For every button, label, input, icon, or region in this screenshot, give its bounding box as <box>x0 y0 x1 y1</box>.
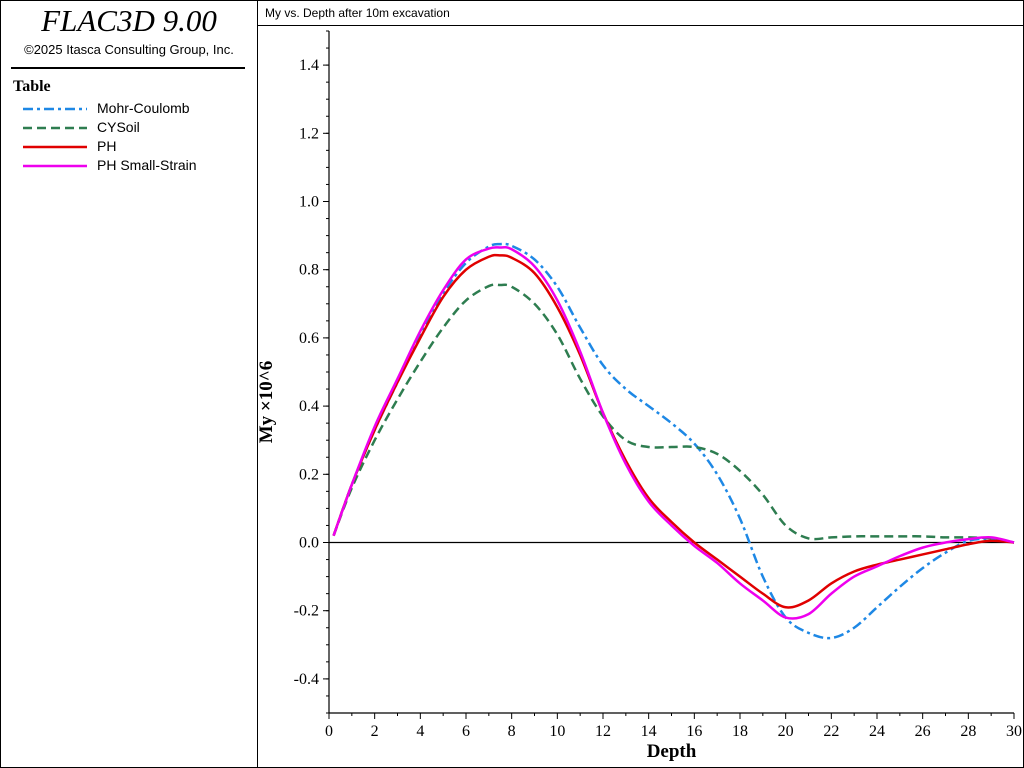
y-tick-label: 1.0 <box>299 194 319 211</box>
legend-label-ph-small-strain: PH Small-Strain <box>97 157 197 173</box>
series-line-ph-small-strain <box>332 246 1015 620</box>
series-line-cysoil <box>332 283 1015 544</box>
y-tick-label: 0.6 <box>299 330 319 347</box>
x-tick-label: 24 <box>869 723 885 740</box>
y-tick-label: -0.2 <box>294 603 319 620</box>
legend-swatch-mohr-coulomb <box>23 107 87 111</box>
legend-label-ph: PH <box>97 138 117 154</box>
legend-item-ph: PH <box>23 138 253 156</box>
x-tick-label: 6 <box>462 723 470 740</box>
x-tick-label: 2 <box>371 723 379 740</box>
x-tick-label: 14 <box>641 723 657 740</box>
y-tick-label: 1.4 <box>299 57 319 74</box>
x-tick-label: 12 <box>595 723 611 740</box>
chart-area: 0 2 4 6 8 10 12 14 16 18 20 22 24 26 28 30-0.4-0.20.00.… <box>258 30 1022 762</box>
x-tick-label: 18 <box>732 723 748 740</box>
copyright-text: ©2025 Itasca Consulting Group, Inc. <box>24 42 234 57</box>
x-tick-label: 8 <box>508 723 516 740</box>
side-divider <box>11 67 245 69</box>
legend-title: Table <box>13 78 51 95</box>
plot-title-bar: My vs. Depth after 10m excavation <box>258 1 1023 26</box>
y-axis-title: My ×10^6 <box>258 361 277 444</box>
y-tick-label: 0.2 <box>299 466 319 483</box>
series-layer <box>332 242 1015 640</box>
y-tick-label: 0.4 <box>299 398 319 415</box>
x-axis-title: Depth <box>647 741 697 762</box>
app-title: FLAC3D 9.00 <box>41 3 217 38</box>
legend-swatch-ph-small-strain <box>23 164 87 168</box>
series-line-ph <box>332 253 1015 609</box>
x-tick-label: 28 <box>960 723 976 740</box>
legend-swatch-ph <box>23 145 87 149</box>
y-tick-label: -0.4 <box>294 671 319 688</box>
x-tick-label: 16 <box>686 723 702 740</box>
legend-swatch-cysoil <box>23 126 87 130</box>
axes-layer: 0 2 4 6 8 10 12 14 16 18 20 22 24 26 28 30-0.4-0.20.00.… <box>294 30 1022 740</box>
legend-label-mohr-coulomb: Mohr-Coulomb <box>97 100 190 116</box>
legend-label-cysoil: CYSoil <box>97 119 140 135</box>
y-tick-label: 1.2 <box>299 125 319 142</box>
x-tick-label: 20 <box>778 723 794 740</box>
side-panel: FLAC3D 9.00 ©2025 Itasca Consulting Grou… <box>1 1 258 767</box>
y-tick-label: 0.0 <box>299 535 319 552</box>
y-tick-label: 0.8 <box>299 262 319 279</box>
x-tick-label: 26 <box>915 723 931 740</box>
x-tick-label: 4 <box>416 723 424 740</box>
x-tick-label: 30 <box>1006 723 1022 740</box>
plot-title: My vs. Depth after 10m excavation <box>265 6 450 20</box>
legend-item-cysoil: CYSoil <box>23 119 253 137</box>
x-tick-label: 10 <box>549 723 565 740</box>
x-tick-label: 0 <box>325 723 333 740</box>
legend-item-mohr-coulomb: Mohr-Coulomb <box>23 100 253 118</box>
legend-item-ph-small-strain: PH Small-Strain <box>23 157 253 175</box>
x-tick-label: 22 <box>823 723 839 740</box>
